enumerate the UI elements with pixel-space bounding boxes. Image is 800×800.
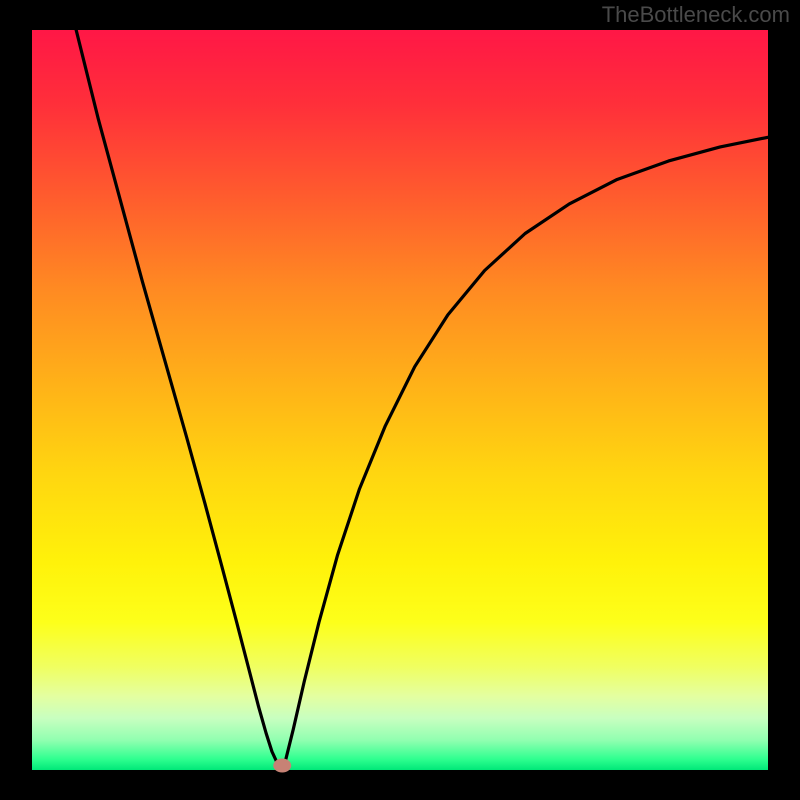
chart-svg: TheBottleneck.com — [0, 0, 800, 800]
optimum-marker — [273, 759, 291, 773]
plot-background — [32, 30, 768, 770]
bottleneck-chart: TheBottleneck.com — [0, 0, 800, 800]
watermark-text: TheBottleneck.com — [602, 2, 790, 27]
